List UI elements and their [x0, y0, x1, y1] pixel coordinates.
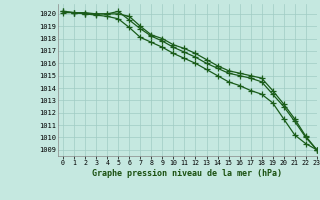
- X-axis label: Graphe pression niveau de la mer (hPa): Graphe pression niveau de la mer (hPa): [92, 169, 282, 178]
